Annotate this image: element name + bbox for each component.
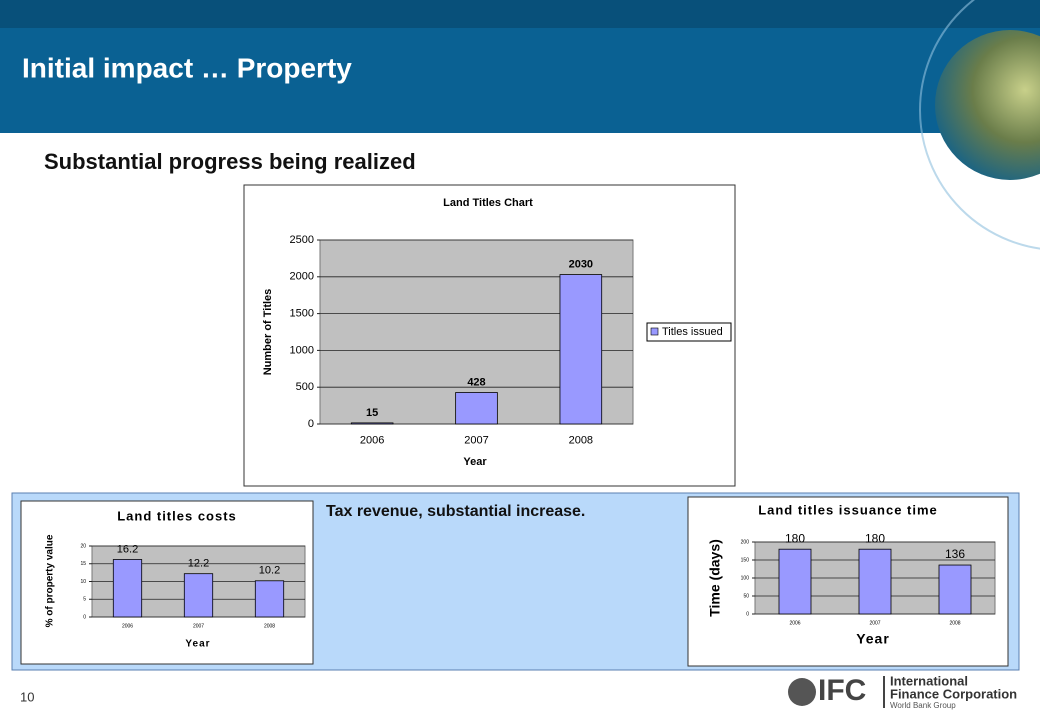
value-label: 16.2 xyxy=(117,543,138,555)
logo-globe xyxy=(788,678,816,706)
bar xyxy=(183,573,214,618)
chart-title: Land Titles Chart xyxy=(443,197,533,209)
bar xyxy=(254,580,285,618)
bar xyxy=(559,274,603,425)
x-tick-label: 2008 xyxy=(569,435,593,447)
x-axis-label: Year xyxy=(856,631,890,647)
value-label: 12.2 xyxy=(188,558,209,570)
x-tick-label: 2008 xyxy=(949,620,960,626)
slide-title: Initial impact … Property xyxy=(22,52,352,83)
y-tick-label: 20 xyxy=(80,543,86,549)
logo-group: World Bank Group xyxy=(890,701,956,710)
logo-mark: IFC xyxy=(818,674,866,707)
y-tick-label: 1500 xyxy=(290,308,314,320)
value-label: 180 xyxy=(865,531,885,545)
header-arc xyxy=(919,0,1040,250)
logo-line2: Finance Corporation xyxy=(890,686,1017,701)
x-axis-label: Year xyxy=(185,639,210,650)
legend-swatch xyxy=(650,327,659,336)
y-tick-label: 5 xyxy=(83,597,86,603)
x-tick-label: 2007 xyxy=(869,620,880,626)
y-tick-label: 0 xyxy=(83,614,86,620)
chart-title: Land titles issuance time xyxy=(758,502,938,517)
globe xyxy=(935,30,1040,180)
y-axis-label: Time (days) xyxy=(707,539,723,617)
legend-box xyxy=(646,322,732,342)
bar xyxy=(938,564,972,615)
y-tick-label: 50 xyxy=(743,593,749,599)
legend-label: Titles issued xyxy=(662,326,723,338)
value-label: 15 xyxy=(366,407,378,419)
x-tick-label: 2006 xyxy=(789,620,800,626)
bar xyxy=(778,548,812,615)
y-tick-label: 2500 xyxy=(290,234,314,246)
bar xyxy=(350,422,394,425)
y-tick-label: 500 xyxy=(296,381,314,393)
slide-subtitle: Substantial progress being realized xyxy=(44,149,416,174)
y-tick-label: 2000 xyxy=(290,271,314,283)
x-tick-label: 2006 xyxy=(360,435,384,447)
logo-line1: International xyxy=(890,673,968,688)
x-tick-label: 2007 xyxy=(464,435,488,447)
y-tick-label: 200 xyxy=(741,539,750,545)
value-label: 180 xyxy=(785,531,805,545)
y-axis-label: % of property value xyxy=(45,534,56,627)
y-tick-label: 0 xyxy=(308,418,314,430)
x-tick-label: 2006 xyxy=(122,623,133,629)
bar xyxy=(455,392,498,425)
y-tick-label: 1000 xyxy=(290,344,314,356)
y-tick-label: 15 xyxy=(80,561,86,567)
x-tick-label: 2008 xyxy=(264,623,275,629)
y-tick-label: 10 xyxy=(80,579,86,585)
y-tick-label: 0 xyxy=(746,611,749,617)
value-label: 136 xyxy=(945,547,965,561)
value-label: 2030 xyxy=(569,258,593,270)
header-stripe xyxy=(0,0,1040,28)
x-tick-label: 2007 xyxy=(193,623,204,629)
value-label: 428 xyxy=(467,376,485,388)
y-axis-label: Number of Titles xyxy=(262,289,274,376)
y-tick-label: 100 xyxy=(741,575,750,581)
page-number: 10 xyxy=(20,689,34,704)
bar xyxy=(112,559,143,618)
bar xyxy=(858,548,892,615)
y-tick-label: 150 xyxy=(741,557,750,563)
x-axis-label: Year xyxy=(463,456,487,468)
note: Tax revenue, substantial increase. xyxy=(326,503,585,520)
value-label: 10.2 xyxy=(259,565,280,577)
chart-title: Land titles costs xyxy=(117,508,237,523)
